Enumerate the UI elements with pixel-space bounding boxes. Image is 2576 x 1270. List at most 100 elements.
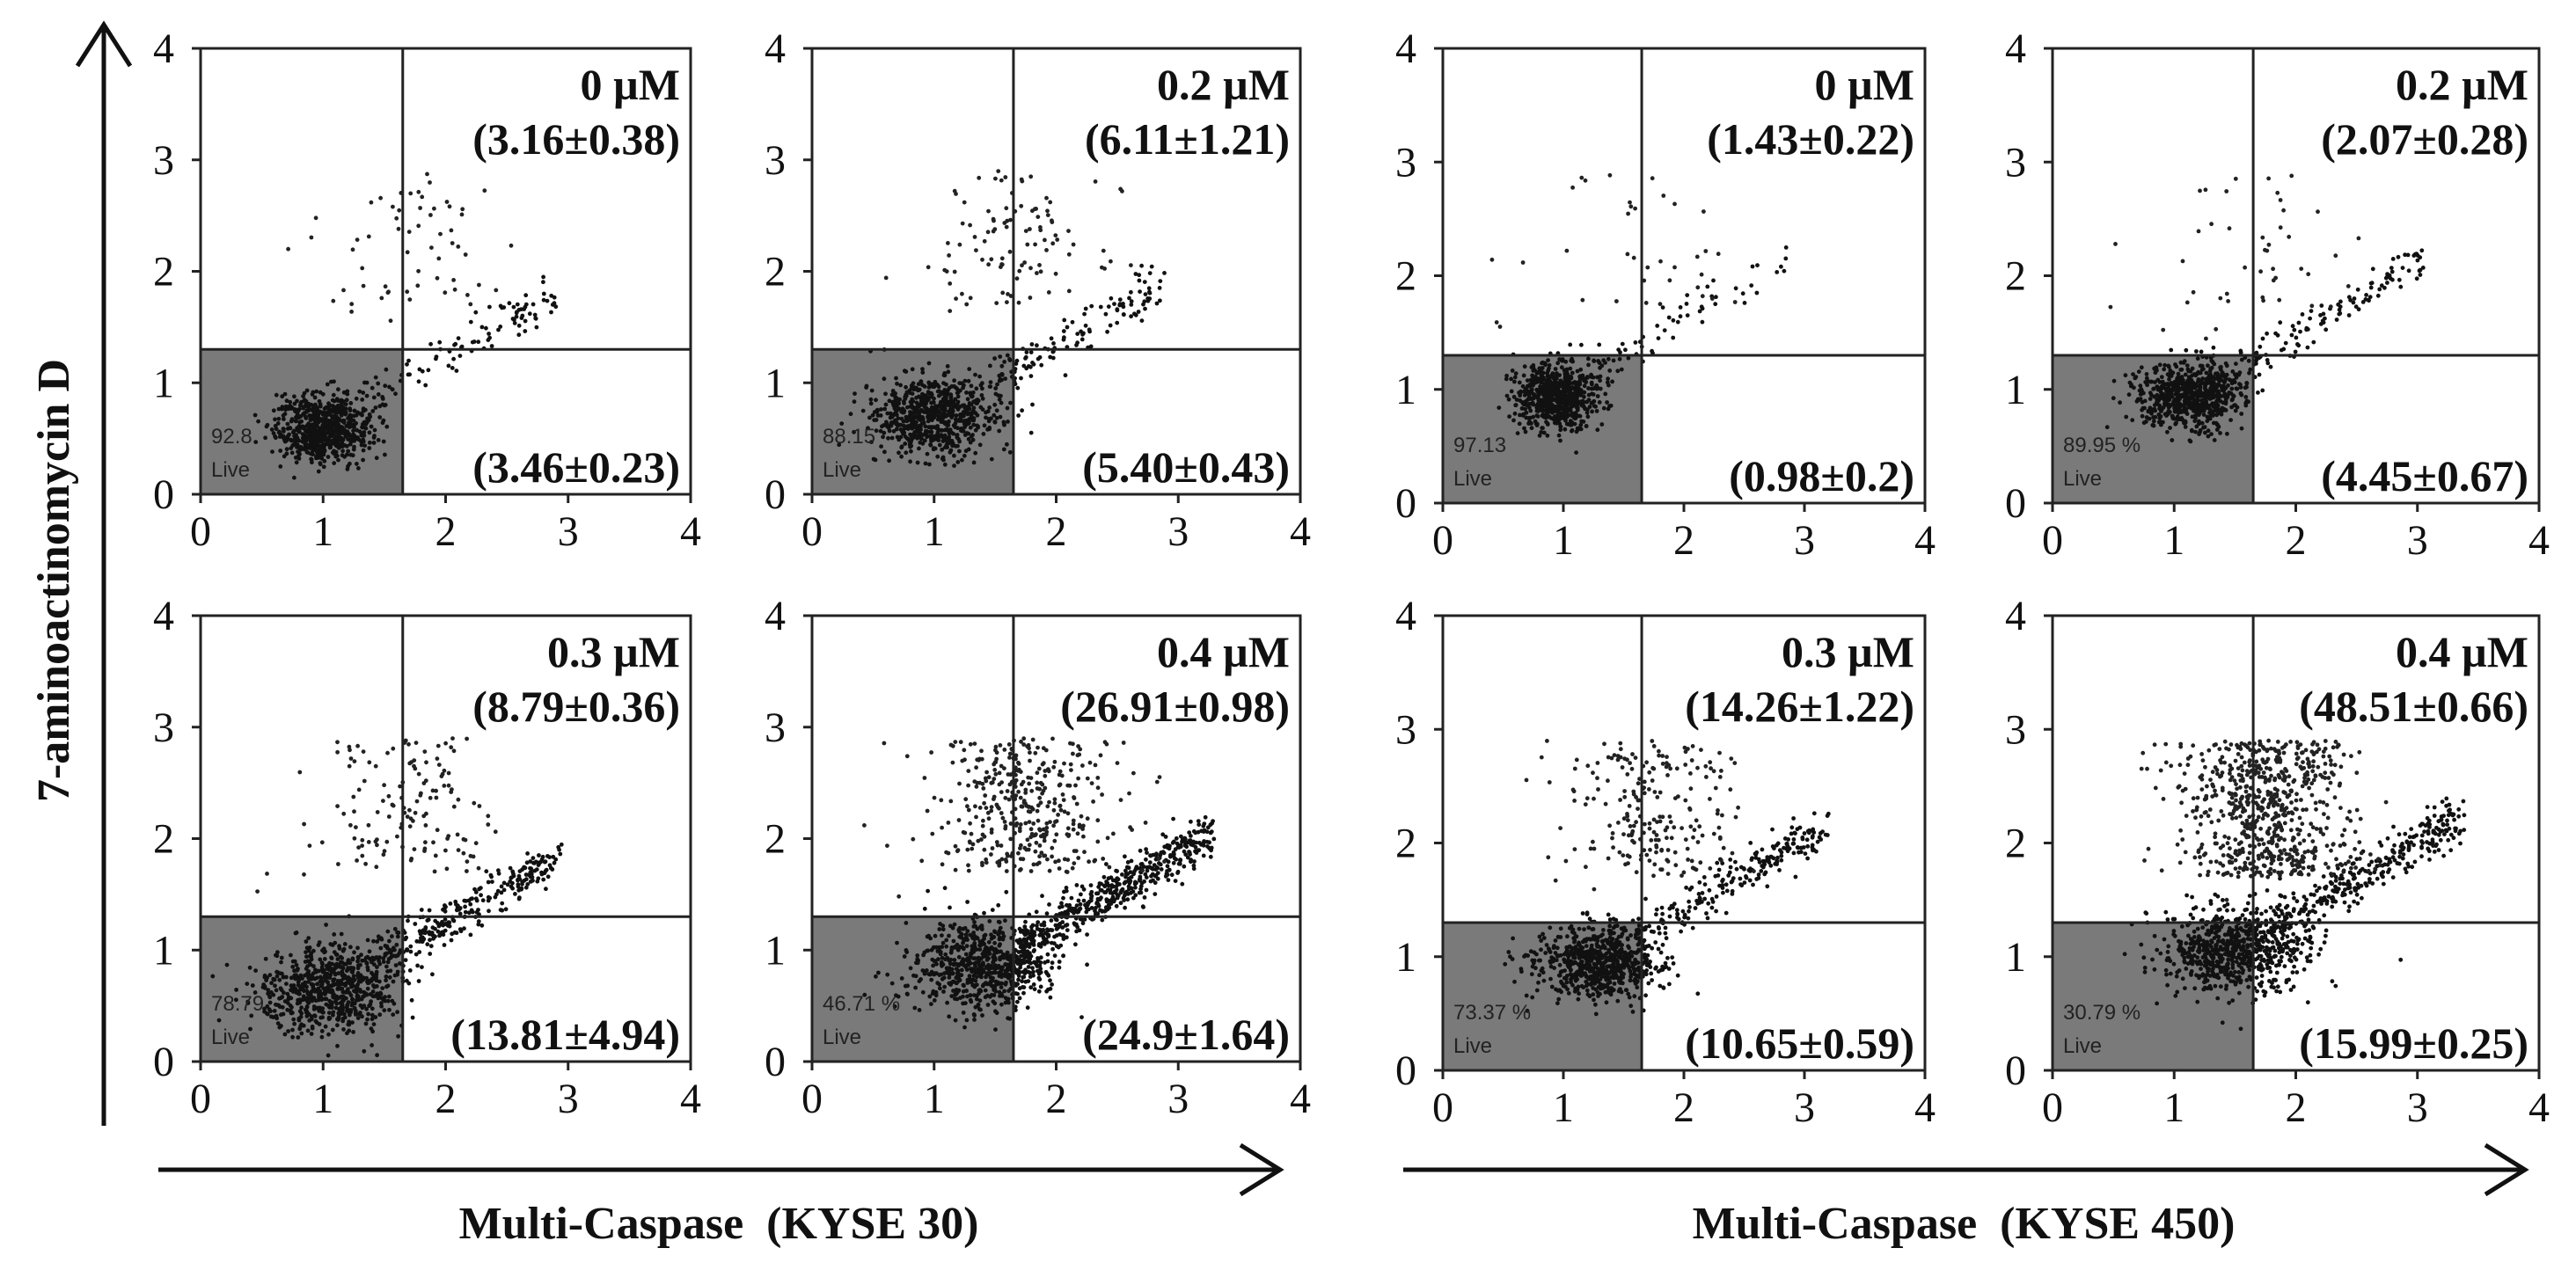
event-point: [374, 456, 379, 461]
event-point: [1650, 176, 1655, 181]
event-point: [2104, 425, 2110, 430]
event-point: [486, 880, 491, 885]
event-point: [273, 983, 277, 989]
event-point: [457, 907, 462, 912]
event-point: [364, 960, 370, 966]
event-point: [1075, 332, 1080, 336]
event-point: [454, 369, 459, 373]
event-point: [2328, 304, 2333, 310]
event-point: [1626, 211, 1630, 216]
event-point: [310, 460, 314, 465]
event-point: [2345, 284, 2351, 288]
event-point: [894, 376, 898, 381]
event-point: [1021, 985, 1025, 989]
event-point: [2383, 275, 2389, 281]
event-point: [1002, 360, 1006, 364]
event-point: [967, 974, 972, 979]
event-point: [2221, 387, 2227, 392]
event-point: [350, 996, 355, 1002]
event-point: [388, 318, 393, 324]
x-tick-label: 2: [435, 508, 457, 555]
event-point: [356, 466, 361, 471]
event-point: [385, 960, 391, 965]
event-point: [447, 204, 452, 209]
event-point: [2243, 385, 2248, 390]
event-point: [473, 310, 479, 315]
event-point: [347, 1019, 351, 1025]
event-point: [370, 989, 376, 994]
event-point: [245, 982, 250, 986]
event-point: [336, 457, 340, 463]
event-point: [486, 814, 491, 819]
event-point: [304, 967, 309, 971]
event-point: [1082, 311, 1087, 317]
event-point: [308, 996, 313, 1002]
event-point: [992, 218, 996, 223]
event-point: [385, 929, 391, 934]
event-point: [1147, 271, 1153, 275]
event-point: [321, 452, 326, 457]
event-point: [2194, 349, 2199, 354]
event-point: [1028, 296, 1033, 300]
event-point: [1142, 280, 1147, 284]
event-point: [442, 943, 447, 947]
event-point: [319, 983, 324, 988]
event-point: [992, 402, 998, 407]
event-point: [1560, 406, 1564, 411]
event-point: [939, 433, 944, 437]
event-point: [909, 438, 914, 443]
event-point: [878, 428, 883, 434]
event-point: [2338, 299, 2343, 304]
event-point: [520, 313, 525, 318]
event-point: [408, 944, 413, 949]
event-point: [317, 992, 321, 997]
event-point: [951, 938, 956, 944]
event-point: [901, 431, 905, 436]
x-tick-label: 1: [2163, 517, 2184, 564]
event-point: [1031, 361, 1036, 367]
event-point: [283, 407, 288, 412]
event-point: [1536, 396, 1540, 401]
y-tick-label: 3: [153, 704, 174, 751]
event-point: [1633, 340, 1638, 345]
event-point: [306, 421, 311, 427]
event-point: [1003, 175, 1008, 179]
event-point: [439, 774, 444, 778]
event-point: [868, 401, 874, 406]
event-point: [1023, 356, 1028, 361]
event-point: [954, 413, 959, 418]
event-point: [446, 783, 451, 788]
event-point: [361, 409, 366, 413]
event-point: [369, 999, 373, 1004]
event-point: [383, 452, 387, 457]
event-point: [898, 383, 903, 388]
event-point: [1531, 383, 1535, 388]
event-point: [336, 404, 341, 409]
event-point: [516, 884, 521, 889]
event-point: [918, 423, 923, 428]
event-point: [2182, 359, 2187, 364]
event-point: [255, 889, 260, 894]
event-point: [2260, 235, 2265, 240]
event-point: [361, 439, 366, 444]
event-point: [1025, 1005, 1030, 1011]
event-point: [2199, 404, 2205, 408]
event-point: [960, 291, 964, 296]
event-point: [2419, 248, 2425, 253]
event-point: [899, 416, 904, 421]
event-point: [933, 404, 938, 409]
x-tick-label: 4: [1290, 508, 1311, 555]
event-point: [1129, 263, 1133, 267]
event-point: [1558, 438, 1562, 443]
event-point: [2220, 405, 2225, 411]
event-point: [902, 954, 907, 959]
event-point: [940, 923, 946, 928]
event-point: [1028, 985, 1034, 990]
event-point: [319, 1034, 325, 1040]
event-point: [463, 252, 468, 257]
event-point: [889, 414, 895, 420]
event-point: [424, 811, 428, 816]
event-point: [384, 978, 388, 983]
event-point: [348, 756, 354, 761]
event-point: [1658, 259, 1663, 264]
